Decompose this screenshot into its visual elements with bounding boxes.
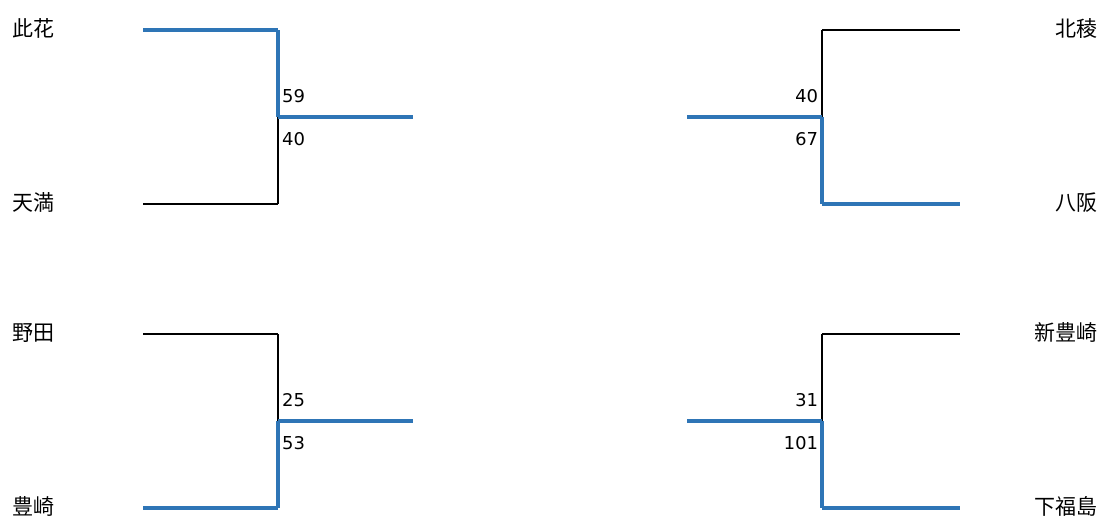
score: 40 bbox=[282, 129, 305, 150]
team-name: 下福島 bbox=[1034, 495, 1097, 519]
team-name: 北稜 bbox=[1055, 17, 1097, 41]
score: 40 bbox=[795, 86, 818, 107]
score: 31 bbox=[795, 390, 818, 411]
score: 53 bbox=[282, 433, 305, 454]
score: 67 bbox=[795, 129, 818, 150]
team-name: 八阪 bbox=[1055, 191, 1097, 215]
team-name: 野田 bbox=[12, 321, 54, 345]
team-name: 天満 bbox=[12, 191, 54, 215]
score: 59 bbox=[282, 86, 305, 107]
team-name: 新豊崎 bbox=[1034, 321, 1097, 345]
score: 25 bbox=[282, 390, 305, 411]
score: 101 bbox=[784, 433, 818, 454]
team-name: 豊崎 bbox=[12, 495, 54, 519]
team-name: 此花 bbox=[12, 17, 54, 41]
